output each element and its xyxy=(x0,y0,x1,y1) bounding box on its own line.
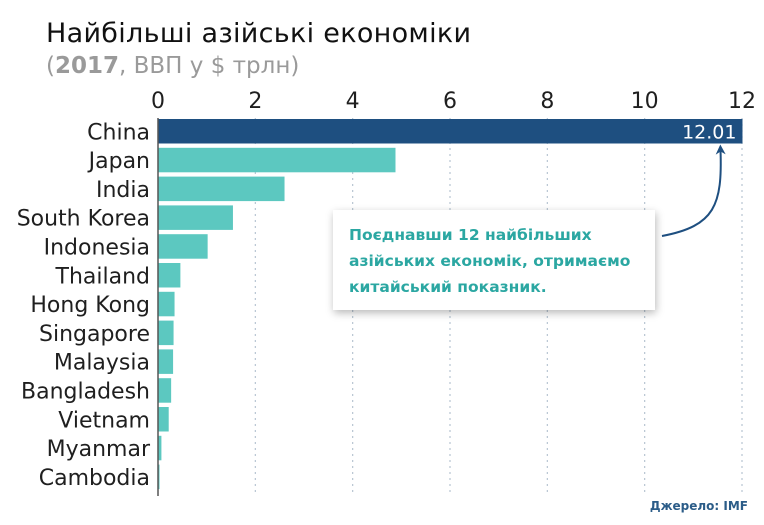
callout-box: Поєднавши 12 найбільших азійських економ… xyxy=(333,210,655,310)
bar-south-korea xyxy=(158,205,233,230)
x-axis-ticks: 0 2 4 6 8 10 12 xyxy=(151,89,756,114)
category-label: Malaysia xyxy=(54,351,150,376)
category-label: Bangladesh xyxy=(21,379,150,404)
subtitle-year: 2017 xyxy=(54,53,119,79)
bar-bangladesh xyxy=(158,378,172,403)
bar-china xyxy=(158,119,743,144)
callout-arrow xyxy=(661,144,726,237)
bar-indonesia xyxy=(158,234,208,259)
category-label: Singapore xyxy=(39,322,150,347)
x-tick-label: 12 xyxy=(728,89,756,114)
bar-singapore xyxy=(158,320,174,346)
callout-text-start: Поєднавши xyxy=(349,226,459,244)
category-label: Indonesia xyxy=(44,235,150,260)
x-tick-label: 0 xyxy=(151,89,165,114)
china-value-label: 12.01 xyxy=(682,121,736,143)
category-label: Thailand xyxy=(55,264,150,289)
subtitle-open: ( xyxy=(46,53,55,79)
category-label: Hong Kong xyxy=(30,293,150,318)
category-label: India xyxy=(96,178,150,203)
category-label: Myanmar xyxy=(47,437,151,462)
bar-vietnam xyxy=(158,407,169,432)
x-tick-label: 8 xyxy=(540,89,554,114)
x-tick-label: 10 xyxy=(631,89,659,114)
bar-malaysia xyxy=(158,349,174,374)
bar-thailand xyxy=(158,263,181,288)
x-tick-label: 4 xyxy=(346,89,360,114)
chart-title: Найбільші азійські економіки xyxy=(46,18,472,49)
bar-india xyxy=(158,176,285,202)
bars xyxy=(158,119,743,490)
callout-text-end: найбільших азійських економік, отримаємо… xyxy=(349,226,631,296)
callout-highlight-number: 12 xyxy=(458,226,480,244)
bar-japan xyxy=(158,147,396,173)
category-labels: China Japan India South Korea Indonesia Thail… xyxy=(17,120,151,491)
category-label: South Korea xyxy=(17,207,150,232)
source-note: Джерело: IMF xyxy=(649,499,748,513)
category-label: Japan xyxy=(87,149,150,174)
category-label: Vietnam xyxy=(58,408,150,433)
subtitle-unit: , ВВП у $ трлн) xyxy=(119,53,300,79)
category-label: China xyxy=(87,120,150,145)
x-tick-label: 2 xyxy=(248,89,262,114)
bar-hong-kong xyxy=(158,291,175,317)
x-tick-label: 6 xyxy=(443,89,457,114)
category-label: Cambodia xyxy=(39,466,150,491)
bar-myanmar xyxy=(158,435,162,461)
chart-subtitle: (2017, ВВП у $ трлн) xyxy=(46,53,299,79)
